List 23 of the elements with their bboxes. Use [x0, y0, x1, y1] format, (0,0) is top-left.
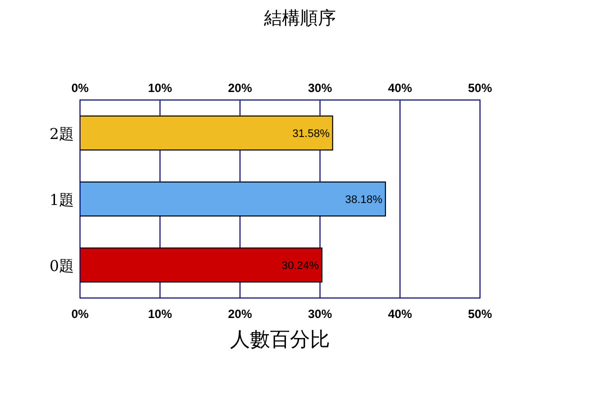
x-tick-label: 40%	[388, 81, 412, 95]
bar	[80, 248, 322, 282]
data-label: 30.24%	[282, 260, 320, 272]
x2-tick-label: 50%	[468, 307, 492, 321]
y-tick-label: 0題	[49, 257, 74, 275]
x-tick-label: 0%	[71, 81, 89, 95]
bar	[80, 182, 386, 216]
x2-tick-label: 0%	[71, 307, 89, 321]
y-tick-label: 2題	[49, 125, 74, 143]
y-tick-label: 1題	[49, 191, 74, 209]
x-tick-label: 20%	[228, 81, 252, 95]
x2-tick-label: 30%	[308, 307, 332, 321]
data-label: 38.18%	[345, 194, 383, 206]
x-tick-label: 50%	[468, 81, 492, 95]
chart-title: 結構順序	[263, 8, 336, 29]
x-tick-label: 30%	[308, 81, 332, 95]
x-tick-label: 10%	[148, 81, 172, 95]
x2-tick-label: 20%	[228, 307, 252, 321]
x-axis-title: 人數百分比	[230, 327, 330, 351]
data-label: 31.58%	[292, 128, 330, 140]
x2-tick-label: 10%	[148, 307, 172, 321]
bar	[80, 116, 334, 150]
x2-tick-label: 40%	[388, 307, 412, 321]
